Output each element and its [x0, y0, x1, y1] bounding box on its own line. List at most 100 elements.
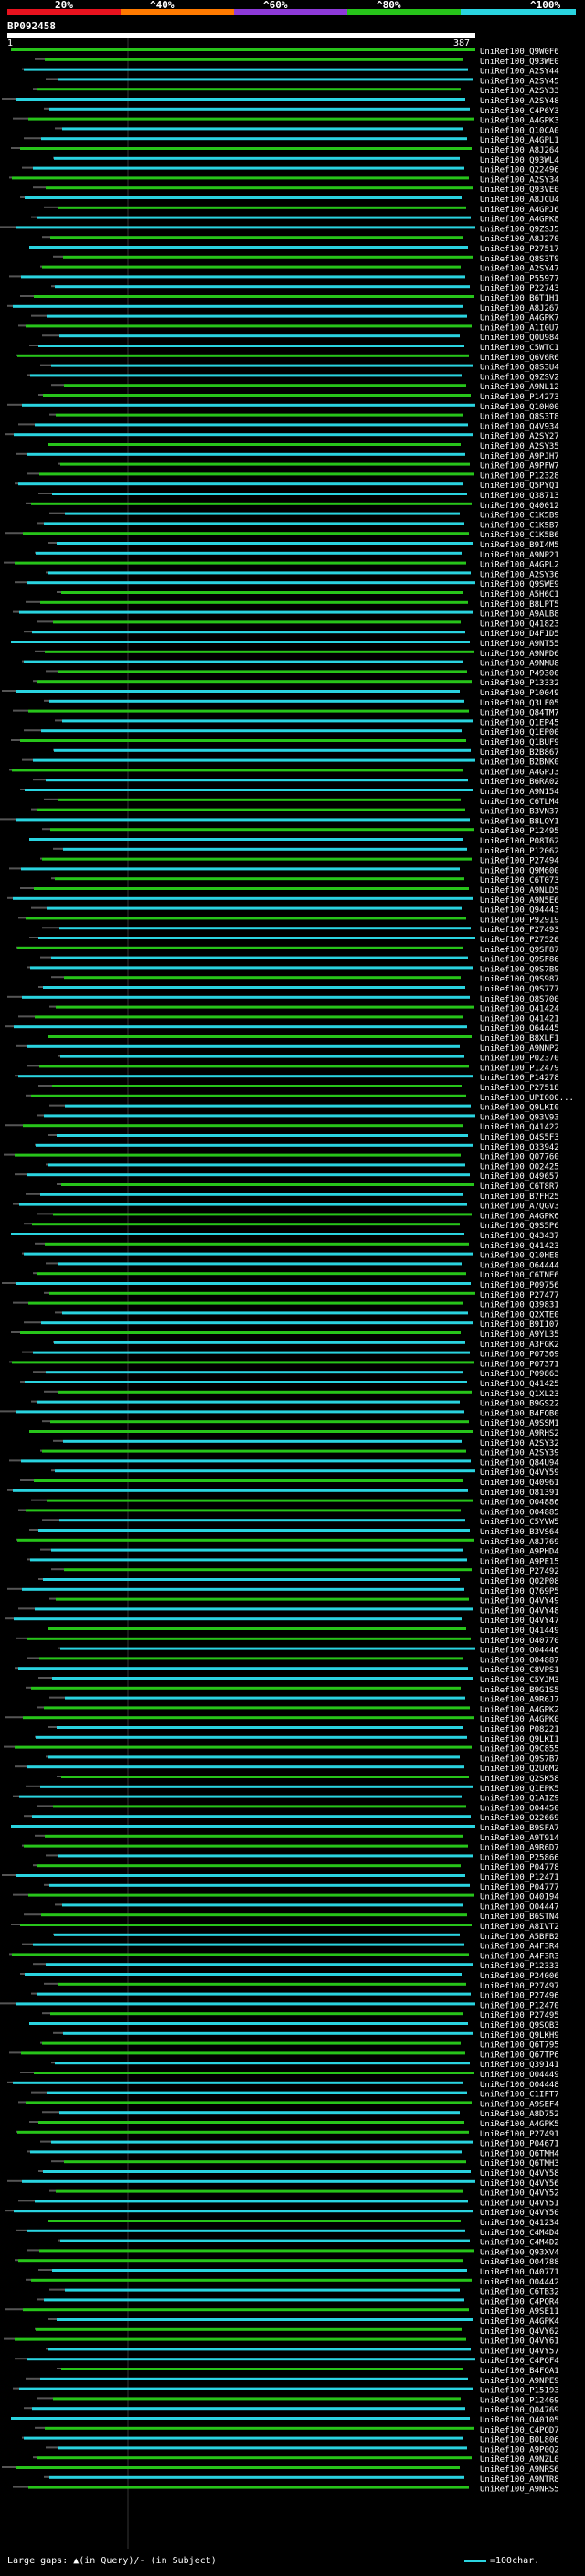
- hit-bar[interactable]: [37, 88, 461, 91]
- hit-row[interactable]: UniRef100_A9NMU8: [22, 660, 559, 669]
- hit-row[interactable]: UniRef100_Q4VY62: [35, 2327, 559, 2337]
- hit-bar[interactable]: [57, 1726, 463, 1729]
- hit-row[interactable]: UniRef100_Q9S5P6: [24, 1222, 559, 1231]
- hit-row[interactable]: UniRef100_B6STN4: [24, 1913, 559, 1922]
- hit-label[interactable]: UniRef100_Q41823: [480, 620, 559, 629]
- hit-bar[interactable]: [57, 2318, 473, 2321]
- hit-bar[interactable]: [39, 2249, 474, 2253]
- hit-row[interactable]: UniRef100_P07371: [9, 1360, 559, 1369]
- hit-row[interactable]: UniRef100_P09756: [2, 1281, 559, 1290]
- hit-row[interactable]: UniRef100_Q9C855: [4, 1745, 559, 1754]
- hit-label[interactable]: UniRef100_A9NP21: [480, 551, 559, 560]
- hit-label[interactable]: UniRef100_P27491: [480, 2130, 559, 2139]
- hit-label[interactable]: UniRef100_P12495: [480, 827, 559, 836]
- hit-bar[interactable]: [49, 1883, 470, 1887]
- hit-label[interactable]: UniRef100_C1K5B7: [480, 521, 559, 530]
- hit-row[interactable]: UniRef100_P14273: [38, 393, 559, 402]
- hit-row[interactable]: UniRef100_Q8S3U4: [40, 364, 559, 373]
- hit-row[interactable]: UniRef100_A9PHD4: [40, 1548, 559, 1557]
- hit-row[interactable]: UniRef100_A2SY35: [48, 442, 559, 451]
- hit-bar[interactable]: [27, 1173, 470, 1177]
- hit-label[interactable]: UniRef100_B9I4M5: [480, 541, 559, 550]
- hit-row[interactable]: UniRef100_A4GPL2: [4, 561, 559, 570]
- hit-bar[interactable]: [32, 1815, 471, 1818]
- hit-label[interactable]: UniRef100_Q9S777: [480, 985, 559, 994]
- hit-label[interactable]: UniRef100_C4PQR4: [480, 2297, 559, 2306]
- hit-row[interactable]: UniRef100_P14278: [15, 1074, 559, 1083]
- hit-row[interactable]: UniRef100_P12470: [0, 2001, 559, 2010]
- hit-label[interactable]: UniRef100_Q4VY52: [480, 2189, 559, 2199]
- hit-label[interactable]: UniRef100_Q9LKH9: [480, 2031, 559, 2041]
- hit-label[interactable]: UniRef100_Q41422: [480, 1123, 559, 1132]
- hit-bar[interactable]: [11, 48, 475, 51]
- hit-bar[interactable]: [21, 867, 460, 871]
- hit-bar[interactable]: [65, 1696, 465, 1700]
- hit-row[interactable]: UniRef100_A9SEF4: [18, 2100, 559, 2109]
- hit-label[interactable]: UniRef100_Q769P5: [480, 1587, 559, 1596]
- hit-label[interactable]: UniRef100_A2SY45: [480, 77, 559, 86]
- hit-bar[interactable]: [46, 779, 468, 782]
- hit-bar[interactable]: [47, 1499, 473, 1502]
- hit-label[interactable]: UniRef100_Q3LF05: [480, 699, 559, 708]
- hit-label[interactable]: UniRef100_O64445: [480, 1024, 559, 1034]
- hit-label[interactable]: UniRef100_Q4VY57: [480, 2347, 559, 2356]
- hit-row[interactable]: UniRef100_Q84U94: [9, 1458, 559, 1468]
- hit-label[interactable]: UniRef100_Q1XL23: [480, 1390, 559, 1399]
- hit-label[interactable]: UniRef100_P04778: [480, 1863, 559, 1872]
- hit-label[interactable]: UniRef100_Q41449: [480, 1627, 559, 1636]
- hit-bar[interactable]: [33, 1351, 470, 1354]
- hit-row[interactable]: UniRef100_Q93WL4: [53, 156, 559, 165]
- hit-row[interactable]: UniRef100_Q9ZSJ5: [0, 225, 559, 234]
- hit-row[interactable]: UniRef100_Q4VY57: [46, 2347, 559, 2356]
- hit-label[interactable]: UniRef100_Q8S3T8: [480, 413, 559, 422]
- hit-label[interactable]: UniRef100_A9PJH7: [480, 452, 559, 461]
- hit-bar[interactable]: [35, 1015, 463, 1019]
- hit-bar[interactable]: [14, 1617, 462, 1621]
- hit-row[interactable]: UniRef100_Q41422: [5, 1123, 559, 1132]
- hit-label[interactable]: UniRef100_Q10CA0: [480, 126, 559, 135]
- hit-label[interactable]: UniRef100_Q9S987: [480, 975, 559, 984]
- hit-label[interactable]: UniRef100_B2B867: [480, 748, 559, 758]
- hit-bar[interactable]: [58, 2446, 467, 2450]
- hit-label[interactable]: UniRef100_B4FQA1: [480, 2367, 559, 2376]
- hit-row[interactable]: UniRef100_Q9SQB3: [29, 2021, 559, 2030]
- hit-bar[interactable]: [19, 1795, 462, 1798]
- hit-bar[interactable]: [28, 1301, 463, 1305]
- hit-bar[interactable]: [39, 1657, 463, 1660]
- hit-bar[interactable]: [56, 1005, 474, 1009]
- hit-bar[interactable]: [24, 68, 468, 71]
- hit-row[interactable]: UniRef100_A9NRS6: [2, 2465, 559, 2475]
- hit-bar[interactable]: [30, 2150, 462, 2154]
- hit-label[interactable]: UniRef100_Q04769: [480, 2406, 559, 2415]
- hit-row[interactable]: UniRef100_Q6T795: [40, 2041, 559, 2051]
- hit-row[interactable]: UniRef100_O04448: [7, 2081, 559, 2090]
- hit-bar[interactable]: [62, 1903, 463, 1907]
- hit-bar[interactable]: [18, 482, 463, 486]
- hit-bar[interactable]: [37, 1272, 466, 1276]
- hit-bar[interactable]: [61, 1183, 474, 1186]
- hit-label[interactable]: UniRef100_P27517: [480, 245, 559, 254]
- hit-label[interactable]: UniRef100_C4PQD7: [480, 2426, 559, 2435]
- hit-row[interactable]: UniRef100_A2SY36: [46, 570, 559, 579]
- hit-bar[interactable]: [54, 1933, 460, 1936]
- hit-bar[interactable]: [31, 1686, 461, 1690]
- hit-bar[interactable]: [31, 502, 472, 505]
- hit-label[interactable]: UniRef100_A9T914: [480, 1834, 559, 1843]
- hit-label[interactable]: UniRef100_A2SY44: [480, 68, 559, 77]
- hit-label[interactable]: UniRef100_B2BNK0: [480, 758, 559, 768]
- hit-row[interactable]: UniRef100_A4GPK7: [31, 314, 559, 323]
- hit-row[interactable]: UniRef100_Q0U984: [42, 334, 559, 343]
- hit-label[interactable]: UniRef100_P92919: [480, 916, 559, 925]
- hit-bar[interactable]: [27, 1044, 460, 1048]
- hit-bar[interactable]: [60, 462, 470, 466]
- hit-label[interactable]: UniRef100_O04449: [480, 2071, 559, 2080]
- hit-label[interactable]: UniRef100_Q2XTE0: [480, 1310, 559, 1320]
- hit-row[interactable]: UniRef100_B2B867: [53, 748, 559, 758]
- hit-row[interactable]: UniRef100_C5YVW5: [42, 1518, 559, 1527]
- hit-label[interactable]: UniRef100_Q6TMH4: [480, 2149, 559, 2158]
- hit-bar[interactable]: [41, 137, 467, 141]
- hit-label[interactable]: UniRef100_P12470: [480, 2001, 559, 2010]
- hit-row[interactable]: UniRef100_O22669: [24, 1814, 559, 1823]
- hit-bar[interactable]: [64, 384, 466, 387]
- hit-label[interactable]: UniRef100_A4GPK5: [480, 2120, 559, 2129]
